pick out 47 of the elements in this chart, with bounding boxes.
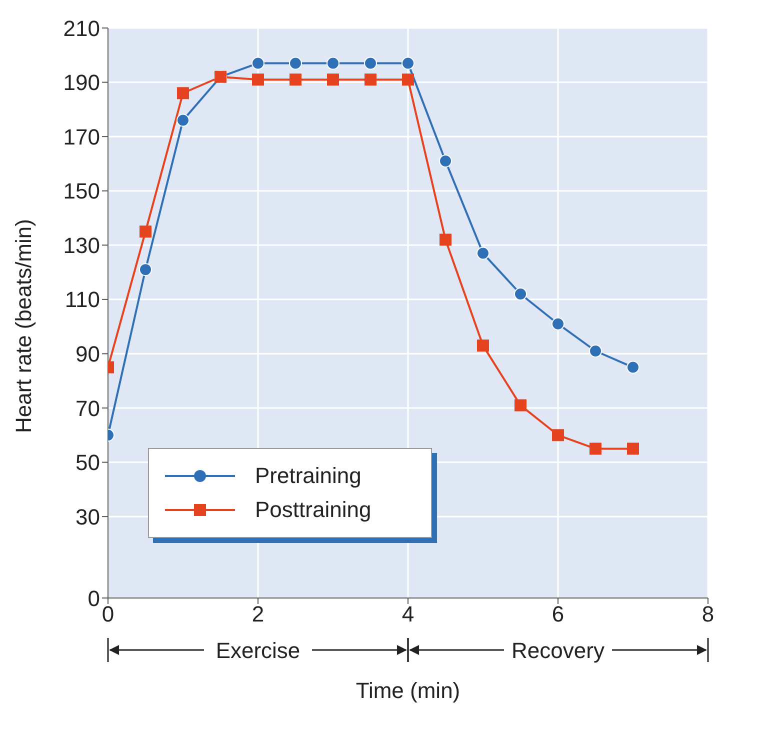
point [477,340,489,352]
y-axis-title: Heart rate (beats/min) [10,219,36,433]
legend-label: Pretraining [255,463,362,489]
point [176,114,190,127]
point [476,246,490,260]
x-tick-label: 4 [402,602,414,627]
point [514,399,526,412]
point [439,154,452,168]
y-tick-label: 170 [63,124,100,150]
x-tick-label: 6 [552,602,564,627]
text: Exercise [216,638,300,663]
point [327,74,339,86]
x-axis-title: Time (min) [356,678,460,703]
point [140,226,152,238]
point [627,442,639,455]
point [177,87,189,100]
point [552,429,564,442]
point [326,56,340,70]
point [402,56,414,70]
point [590,442,602,455]
y-tick-label: 50 [76,450,100,476]
y-tick-label: 190 [63,70,100,96]
y-tick-label: 110 [64,287,100,312]
point [252,56,264,70]
point [252,74,264,86]
y-tick-label: 90 [76,342,100,367]
point [364,74,376,86]
y-tick-label: 150 [63,178,100,204]
point [589,344,602,358]
legend-label: Posttraining [255,497,372,523]
x-tick-label: 2 [252,602,264,627]
text: Recovery [512,638,604,663]
point [626,360,640,374]
point [402,74,414,86]
y-tick-label: 130 [63,232,100,258]
point [552,317,564,330]
point [364,56,377,70]
point [290,74,302,86]
point [139,263,152,276]
y-tick-label: 210 [63,16,100,41]
y-tick-label: 30 [76,504,100,530]
x-tick-label: 8 [702,602,714,627]
y-tick-label: 70 [76,396,100,421]
point [289,56,302,70]
point [514,288,527,300]
y-tick-label: 0 [88,586,100,611]
point [440,234,452,246]
